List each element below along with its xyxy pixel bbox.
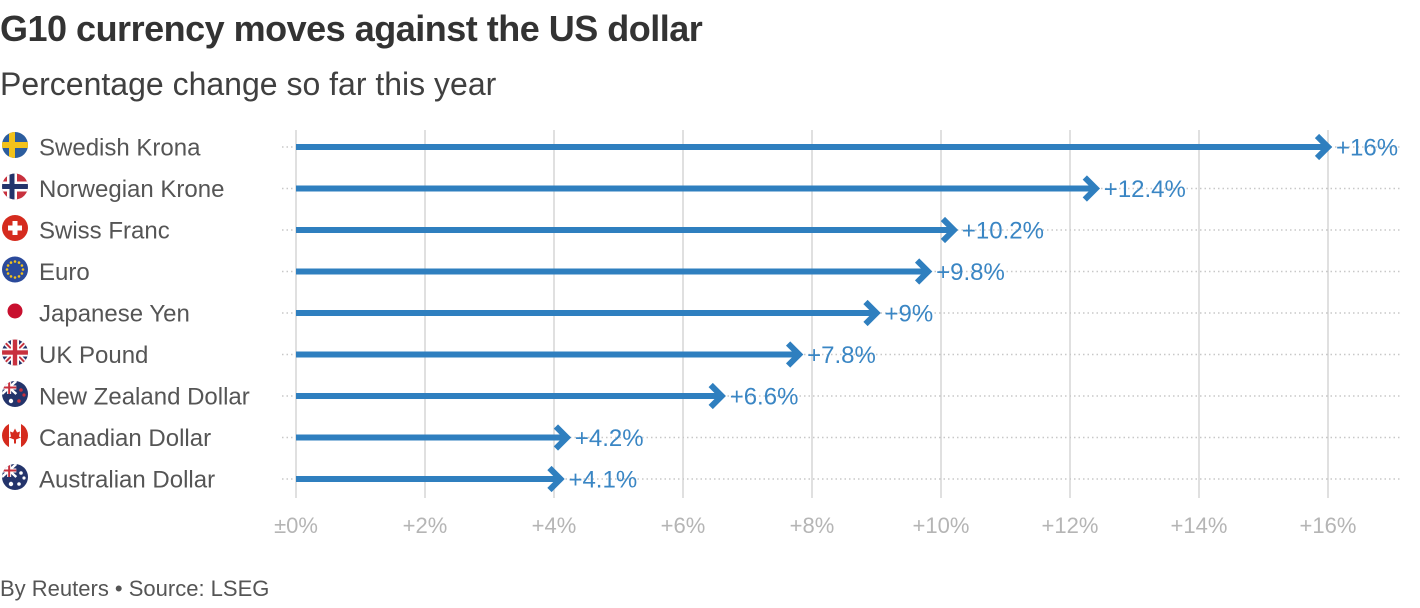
chart-area: ±0% +2% +4% +6% +8% +10% +12% +14% +16% +16% Swedi… xyxy=(2,130,1400,538)
chart-subtitle: Percentage change so far this year xyxy=(0,66,497,102)
bar-arrowhead xyxy=(914,258,933,285)
uk-flag-icon xyxy=(2,339,28,366)
source-credit: By Reuters • Source: LSEG xyxy=(0,576,270,601)
category-label: Norwegian Krone xyxy=(39,176,224,203)
category-label: Japanese Yen xyxy=(39,301,190,328)
bar-arrowhead xyxy=(708,382,726,410)
category-label: UK Pound xyxy=(39,342,148,369)
eu-flag-icon xyxy=(2,256,28,283)
bar-arrowhead xyxy=(785,341,804,368)
norway-flag-icon xyxy=(2,173,28,200)
canada-flag-icon xyxy=(2,422,28,449)
category-label: Australian Dollar xyxy=(39,467,215,494)
value-label: +9% xyxy=(885,301,934,328)
x-tick-label: +10% xyxy=(913,513,970,538)
category-label: Euro xyxy=(39,259,90,286)
x-tick-label: ±0% xyxy=(274,513,318,538)
category-label: Canadian Dollar xyxy=(39,425,211,452)
bar-arrowhead xyxy=(547,465,565,493)
bar-arrowhead xyxy=(1082,175,1101,202)
value-label: +6.6% xyxy=(730,384,799,411)
x-tick-label: +8% xyxy=(790,513,835,538)
value-label: +16% xyxy=(1336,135,1398,162)
switzerland-flag-icon xyxy=(2,215,28,241)
category-label: Swedish Krona xyxy=(39,135,201,162)
bar-arrowhead xyxy=(1314,133,1333,161)
x-tick-label: +6% xyxy=(661,513,706,538)
bar-arrowhead xyxy=(863,299,881,327)
sweden-flag-icon xyxy=(2,132,28,158)
value-label: +4.1% xyxy=(568,467,637,494)
category-label: New Zealand Dollar xyxy=(39,384,250,411)
x-tick-label: +2% xyxy=(403,513,448,538)
x-tick-label: +16% xyxy=(1300,513,1357,538)
x-tick-label: +14% xyxy=(1171,513,1228,538)
value-label: +4.2% xyxy=(575,425,644,452)
value-label: +12.4% xyxy=(1104,176,1186,203)
japan-flag-icon xyxy=(2,298,28,324)
value-label: +7.8% xyxy=(807,342,876,369)
x-tick-label: +12% xyxy=(1042,513,1099,538)
chart-title: G10 currency moves against the US dollar xyxy=(0,8,703,49)
new-zealand-flag-icon xyxy=(2,381,28,407)
australia-flag-icon xyxy=(2,464,28,490)
value-label: +9.8% xyxy=(936,259,1005,286)
bar-arrowhead xyxy=(940,216,959,244)
x-tick-label: +4% xyxy=(532,513,577,538)
bar-arrowhead xyxy=(553,424,572,451)
category-label: Swiss Franc xyxy=(39,218,170,245)
value-label: +10.2% xyxy=(962,218,1044,245)
